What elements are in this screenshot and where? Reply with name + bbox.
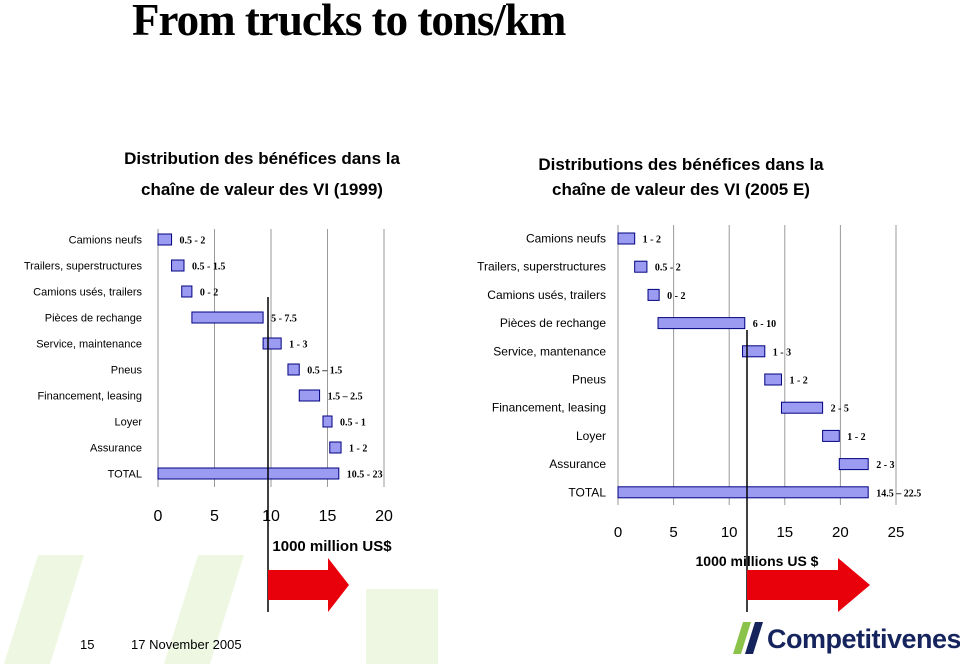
chart-2005-title-line1: Distributions des bénéfices dans la [538, 155, 824, 174]
c1999-x-tick-label: 15 [319, 508, 337, 525]
c2005-value-label: 1 - 2 [643, 235, 661, 246]
c2005-x-tick-label: 25 [888, 524, 905, 541]
c2005-value-label: 0 - 2 [667, 291, 685, 302]
c1999-x-tick-label: 10 [262, 508, 280, 525]
chart-1999-title-line1: Distribution des bénéfices dans la [124, 149, 400, 168]
red-arrow-left [268, 558, 349, 612]
c2005-bar [764, 373, 782, 386]
c1999-bar [191, 311, 264, 324]
c1999-x-tick-label: 5 [210, 508, 219, 525]
page-number: 15 [80, 637, 95, 652]
c2005-value-label: 1 - 2 [847, 432, 865, 443]
c1999-bar [181, 285, 193, 298]
c1999-bar [157, 467, 340, 480]
c2005-bar [617, 486, 869, 499]
c1999-category-label: Camions neufs [69, 235, 143, 247]
c2005-value-label: 6 - 10 [753, 319, 776, 330]
c2005-bar [647, 288, 660, 301]
c1999-x-tick-label: 0 [154, 508, 163, 525]
c1999-bar [171, 259, 185, 272]
c1999-category-label: Camions usés, trailers [33, 287, 142, 299]
c2005-x-tick-label: 10 [721, 524, 738, 541]
c2005-bar [838, 458, 869, 471]
c1999-value-label: 0 - 2 [200, 288, 218, 299]
c2005-category-label: Service, mantenance [493, 344, 606, 358]
c2005-value-label: 14.5 – 22.5 [876, 488, 921, 499]
c2005-x-tick-label: 5 [669, 524, 677, 541]
c2005-category-label: Financement, leasing [492, 401, 606, 415]
c1999-bar [157, 233, 173, 246]
c2005-category-label: Pneus [572, 373, 606, 387]
chart-2005-title-line2: chaîne de valeur des VI (2005 E) [552, 180, 810, 199]
c1999-category-label: Service, maintenance [36, 339, 142, 351]
c1999-value-label: 1 - 2 [349, 444, 367, 455]
c1999-bar [322, 415, 333, 428]
c2005-value-label: 2 - 3 [876, 460, 894, 471]
c1999-bar [262, 337, 282, 350]
c1999-value-label: 0.5 – 1.5 [307, 366, 342, 377]
c1999-value-label: 5 - 7.5 [271, 314, 297, 325]
c2005-bar [780, 401, 824, 414]
c1999-x-tick-label: 20 [375, 508, 393, 525]
c2005-bar [822, 429, 840, 442]
c2005-x-tick-label: 0 [614, 524, 622, 541]
c1999-category-label: Trailers, superstructures [24, 261, 143, 273]
c2005-bar [657, 317, 746, 330]
chart-1999-x-axis-label: 1000 million US$ [272, 538, 392, 555]
decorative-stripes [4, 555, 438, 664]
c1999-category-label: Assurance [90, 443, 142, 455]
c2005-value-label: 1 - 2 [789, 376, 807, 387]
c1999-bar [329, 441, 342, 454]
c1999-value-label: 0.5 - 2 [180, 236, 206, 247]
c2005-category-label: Camions neufs [526, 232, 606, 246]
c2005-value-label: 2 - 5 [831, 404, 849, 415]
c2005-x-tick-label: 15 [776, 524, 793, 541]
c2005-category-label: TOTAL [568, 485, 606, 499]
c1999-value-label: 0.5 - 1.5 [192, 262, 225, 273]
c1999-value-label: 1 - 3 [289, 340, 307, 351]
c1999-value-label: 0.5 - 1 [340, 418, 366, 429]
c1999-value-label: 1.5 – 2.5 [328, 392, 363, 403]
c2005-category-label: Pièces de rechange [500, 316, 606, 330]
competitiveness-logo-icon [733, 622, 763, 654]
c2005-bar [634, 260, 648, 273]
brand-name: Competitiveness [767, 624, 960, 654]
c1999-category-label: Financement, leasing [37, 391, 142, 403]
c2005-x-tick-label: 20 [832, 524, 849, 541]
red-arrow-right [747, 558, 870, 612]
c1999-bar [298, 389, 321, 402]
c2005-category-label: Loyer [576, 429, 606, 443]
c1999-category-label: Pneus [111, 365, 143, 377]
c2005-bar [617, 232, 636, 245]
chart-2005-x-axis-label: 1000 millions US $ [696, 553, 819, 569]
chart-1999-title-line2: chaîne de valeur des VI (1999) [141, 180, 383, 199]
c1999-category-label: TOTAL [108, 469, 142, 481]
c1999-bar [287, 363, 300, 376]
c2005-category-label: Camions usés, trailers [487, 288, 606, 302]
c2005-category-label: Trailers, superstructures [477, 260, 606, 274]
c2005-bar [742, 345, 766, 358]
c1999-value-label: 10.5 - 23 [347, 470, 383, 481]
c2005-value-label: 1 - 3 [773, 347, 791, 358]
c1999-category-label: Loyer [114, 417, 142, 429]
slide-date: 17 November 2005 [131, 637, 242, 652]
c2005-category-label: Assurance [549, 457, 606, 471]
slide-title: From trucks to tons/km [132, 0, 566, 45]
c1999-category-label: Pièces de rechange [45, 313, 142, 325]
c2005-value-label: 0.5 - 2 [655, 263, 681, 274]
